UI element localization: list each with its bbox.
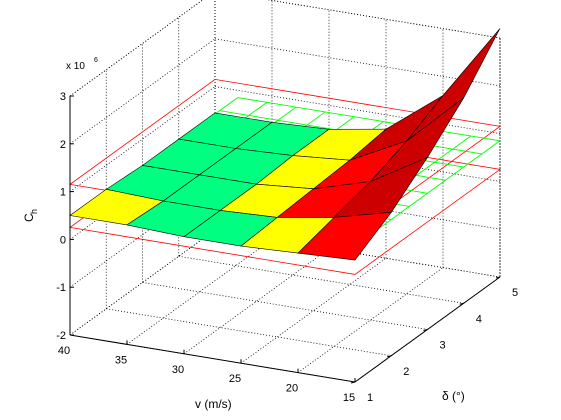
surface-mesh bbox=[69, 28, 501, 261]
y-tick-mark bbox=[387, 355, 392, 358]
y-tick-mark bbox=[350, 381, 356, 384]
y-tick-mark bbox=[423, 329, 428, 331]
back-wall-grid-line bbox=[214, 86, 501, 134]
tick-labels: 40 35 30 25 20 15 1 2 3 4 5 -2 -1 0 1 2 3 bbox=[56, 91, 518, 404]
y-tick-mark bbox=[495, 276, 501, 279]
z-tick-label: -1 bbox=[56, 282, 66, 294]
y-tick-label: 5 bbox=[512, 287, 518, 299]
z-axis-label-sub: h bbox=[29, 209, 39, 214]
z-tick-label: 0 bbox=[60, 234, 66, 246]
floor-grid-line bbox=[183, 248, 330, 355]
floor-grid-line bbox=[178, 255, 464, 304]
y-tick-mark bbox=[459, 302, 464, 305]
box-edge bbox=[267, 0, 501, 39]
surface-patch bbox=[297, 211, 392, 261]
z-tick-label: 3 bbox=[60, 91, 66, 103]
back-wall-grid-line bbox=[267, 0, 501, 39]
y-tick-label: 1 bbox=[367, 392, 373, 404]
back-wall-grid-line bbox=[214, 38, 501, 87]
floor-grid-line bbox=[106, 308, 392, 357]
z-tick-label: 1 bbox=[60, 187, 66, 199]
z-axis-label: C h bbox=[22, 209, 39, 222]
y-tick-label: 2 bbox=[403, 366, 409, 378]
y-tick-label: 3 bbox=[440, 340, 446, 352]
floor-grid-line bbox=[240, 257, 387, 364]
x-tick-label: 20 bbox=[286, 383, 298, 395]
x-tick-label: 35 bbox=[115, 354, 127, 366]
side-wall-grid-line bbox=[69, 38, 216, 145]
z-tick-label: -2 bbox=[56, 330, 66, 342]
x-axis-line bbox=[69, 334, 356, 383]
y-tick-label: 4 bbox=[476, 313, 482, 325]
x-tick-label: 25 bbox=[229, 373, 241, 385]
x-tick-label: 30 bbox=[172, 364, 184, 376]
x-tick-label: 40 bbox=[58, 345, 70, 357]
z-tick-label: 2 bbox=[60, 139, 66, 151]
green-plane-line bbox=[237, 97, 501, 142]
x-tick-label: 15 bbox=[343, 392, 355, 404]
x-axis-label: v (m/s) bbox=[195, 397, 232, 411]
scale-exponent: 6 bbox=[94, 57, 98, 64]
y-axis-label: δ (°) bbox=[442, 389, 465, 403]
floor-grid-line bbox=[142, 282, 428, 330]
scale-label: x 10 bbox=[66, 61, 85, 72]
z-axis-label-main: C bbox=[22, 213, 36, 222]
